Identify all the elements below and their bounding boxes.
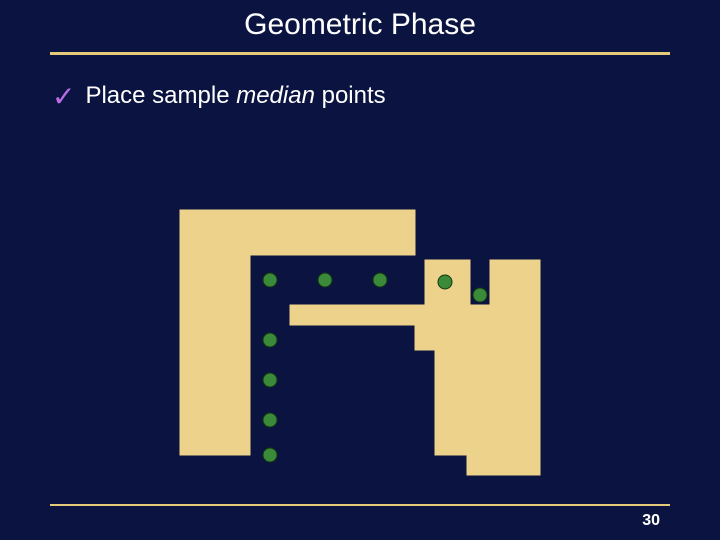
diagram [170, 200, 550, 480]
diagram-svg [170, 200, 550, 480]
page-number: 30 [642, 512, 660, 530]
median-point [438, 275, 452, 289]
lower-right-block [290, 260, 540, 455]
divider-top [50, 52, 670, 55]
median-point [318, 273, 332, 287]
median-point [263, 273, 277, 287]
upper-left-L [180, 210, 415, 455]
median-point [263, 448, 277, 462]
median-point [373, 273, 387, 287]
bullet-text: Place sample median points [85, 82, 385, 110]
check-icon: ✓ [52, 83, 75, 111]
median-point [263, 413, 277, 427]
divider-bottom [50, 504, 670, 506]
bullet-row: ✓ Place sample median points [52, 80, 386, 110]
median-point [263, 333, 277, 347]
page-title: Geometric Phase [0, 8, 720, 42]
median-point [263, 373, 277, 387]
median-point [473, 288, 487, 302]
slide: Geometric Phase ✓ Place sample median po… [0, 0, 720, 540]
lower-right-tab [467, 455, 540, 475]
